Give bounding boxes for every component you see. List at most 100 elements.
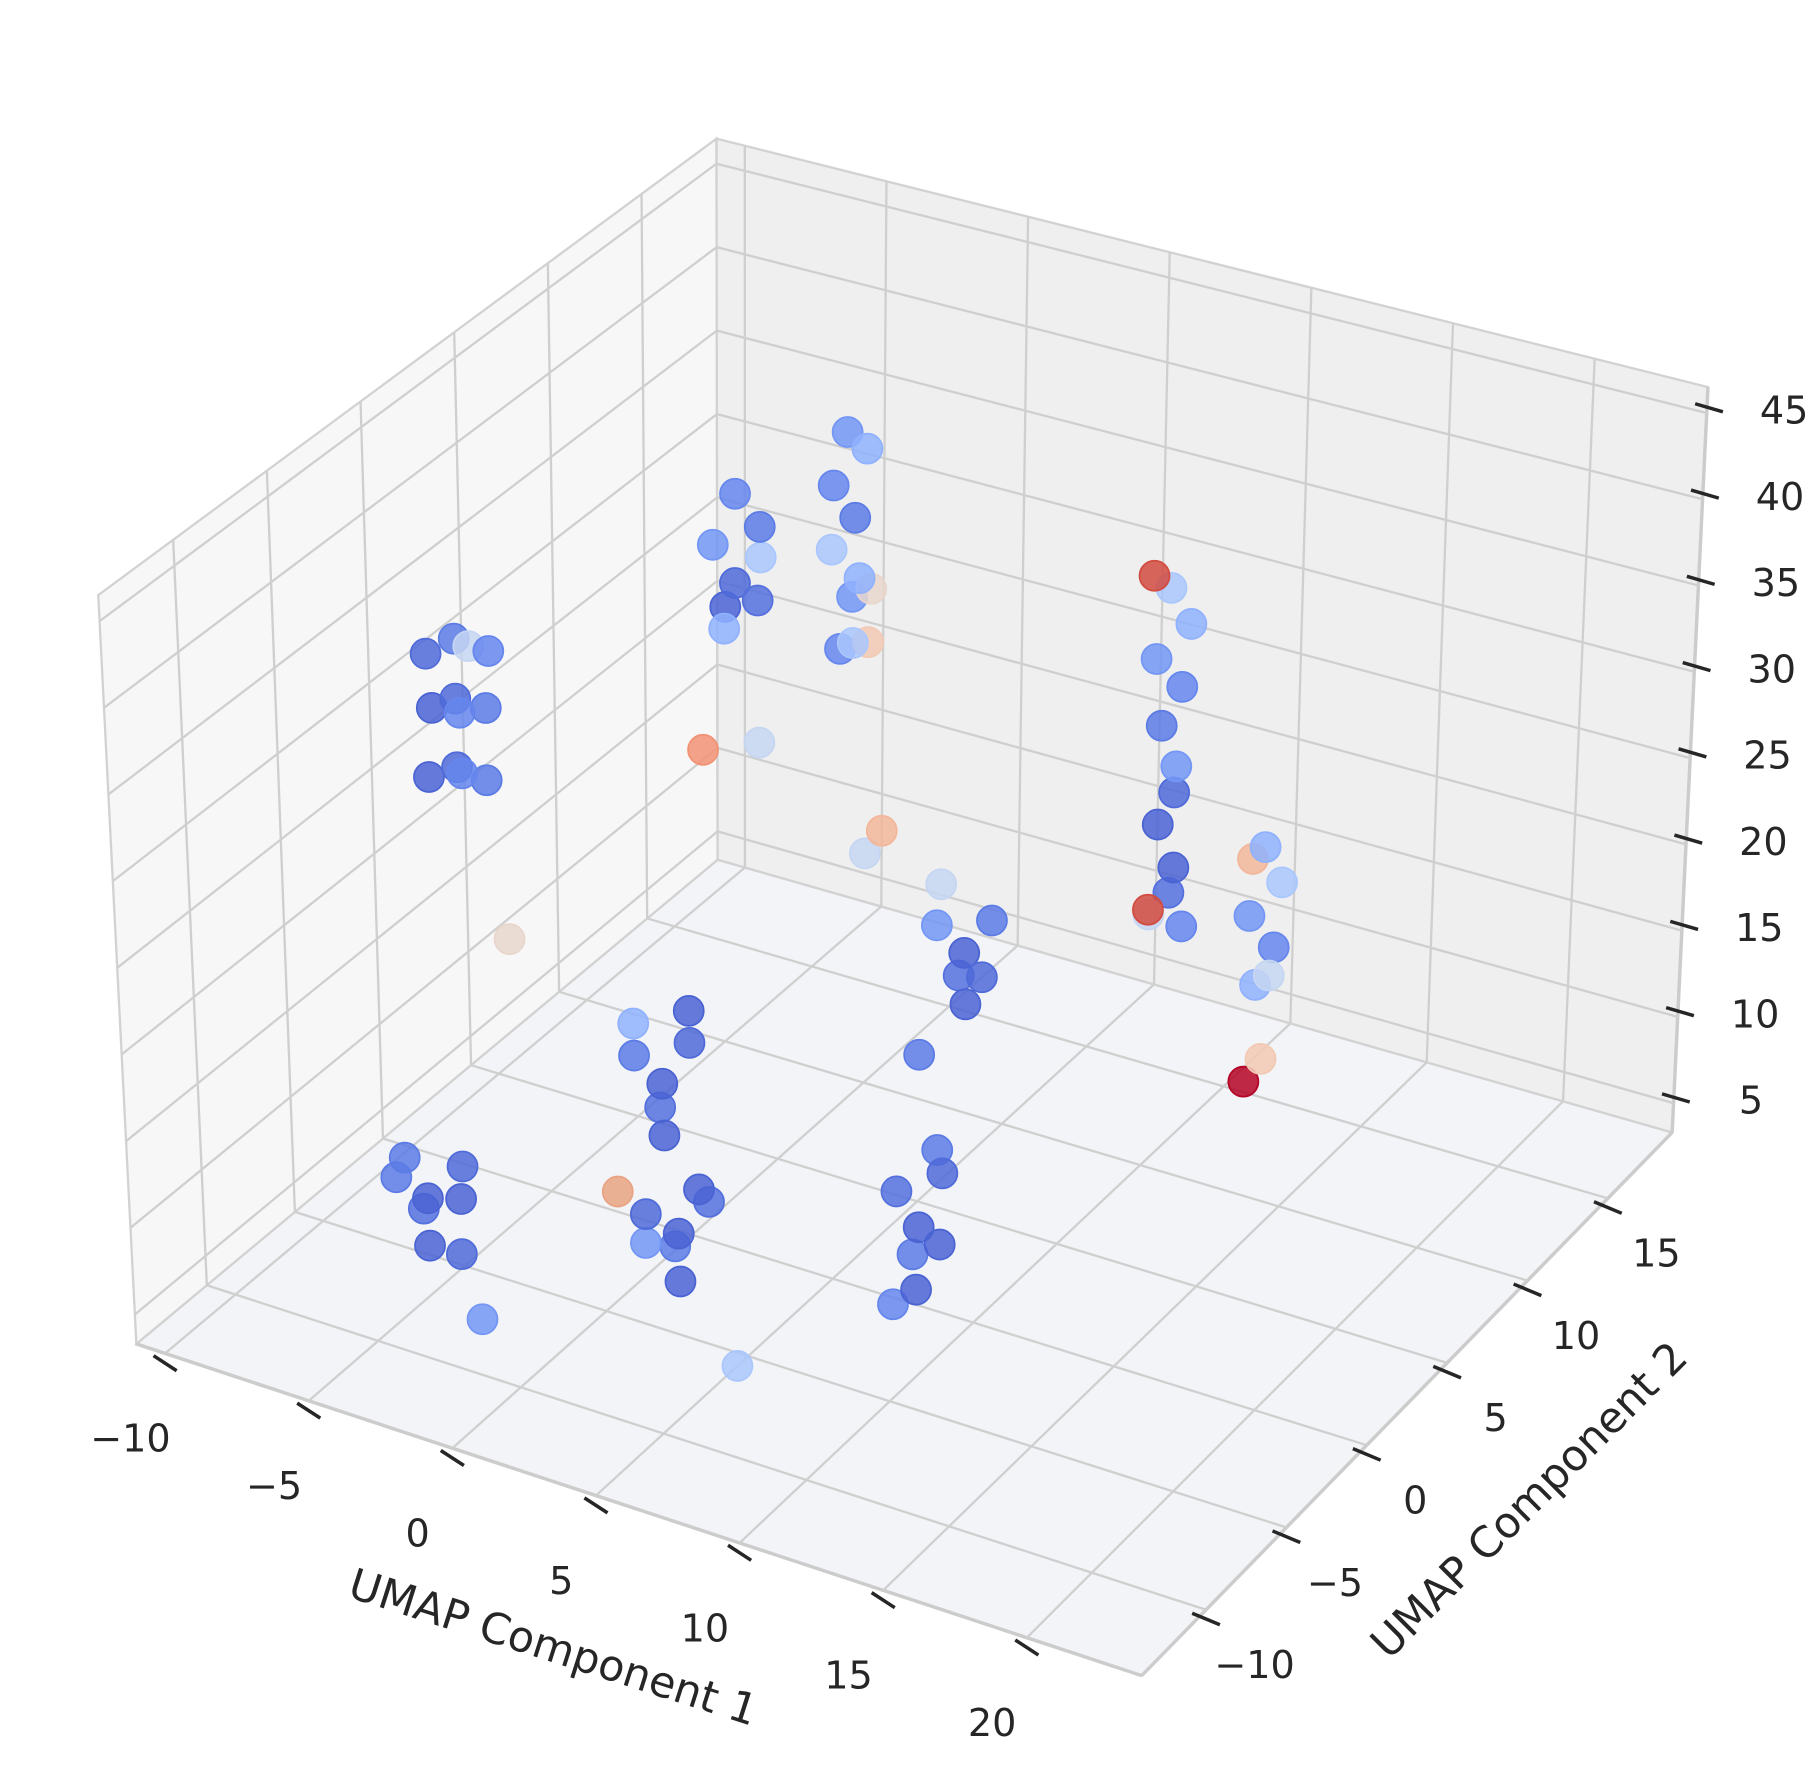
panes (97, 136, 1710, 1678)
point (1244, 1042, 1277, 1075)
tick-mark (1191, 1611, 1221, 1627)
point (646, 1067, 679, 1100)
axis-edge (1670, 387, 1710, 1133)
point (472, 635, 505, 667)
tick-mark (870, 1591, 896, 1610)
tick-label: 20 (968, 1701, 1017, 1745)
grid-line (107, 329, 718, 796)
grid-line (307, 905, 883, 1402)
tick-mark (1686, 574, 1716, 587)
point (896, 1238, 929, 1271)
point (673, 1027, 706, 1059)
point (1249, 831, 1282, 864)
tick-label: −10 (90, 1417, 170, 1461)
points (380, 416, 1298, 1382)
point (388, 1141, 421, 1174)
point (446, 1150, 479, 1183)
grid-line (1561, 358, 1596, 1102)
point (1145, 709, 1178, 742)
point (1175, 608, 1208, 640)
point (696, 528, 729, 561)
point (851, 432, 884, 465)
tick-label: 15 (1735, 906, 1784, 950)
point (618, 1039, 650, 1072)
grid-line (1289, 287, 1313, 1024)
tick-mark (727, 1543, 753, 1562)
point (445, 1238, 478, 1271)
grid-line (546, 263, 561, 992)
tick-mark (1271, 1529, 1301, 1545)
point (926, 1157, 959, 1190)
grid-line (716, 579, 1687, 846)
tick-mark (439, 1449, 465, 1467)
grid-line (717, 663, 1683, 932)
grid-line (1152, 252, 1171, 985)
grid-line (717, 746, 1679, 1018)
tick-mark (1665, 1005, 1695, 1018)
tick-mark (1593, 1200, 1623, 1215)
point (617, 1007, 650, 1040)
tick-label: 10 (681, 1606, 730, 1650)
point (1132, 893, 1164, 926)
point (925, 868, 958, 901)
tick-label: 0 (406, 1512, 430, 1556)
point (413, 761, 445, 793)
point (683, 1173, 715, 1206)
point (900, 1273, 932, 1306)
point (708, 612, 741, 645)
point (443, 696, 476, 729)
point (445, 1183, 477, 1215)
point (743, 510, 776, 543)
grid-line (206, 1284, 1207, 1611)
point (848, 837, 881, 870)
point (948, 937, 981, 969)
grid-line (265, 470, 297, 1212)
grid-line (1016, 216, 1030, 946)
point (469, 692, 502, 724)
point (1227, 1065, 1260, 1098)
tick-label: −10 (1214, 1643, 1294, 1687)
point (493, 923, 526, 956)
point (923, 1228, 956, 1261)
point (1165, 910, 1198, 943)
grid-line (640, 193, 649, 919)
point (672, 994, 705, 1027)
point (1157, 851, 1190, 884)
tick-label: 5 (1739, 1079, 1763, 1123)
tick-mark (583, 1496, 609, 1515)
tick-mark (1669, 919, 1699, 932)
point (741, 584, 774, 617)
tick-label: 20 (1739, 820, 1788, 864)
point (1166, 670, 1199, 703)
point (920, 909, 953, 942)
point (815, 533, 848, 566)
tick-mark (1661, 1092, 1691, 1104)
tick-label: −5 (1307, 1561, 1363, 1605)
tick-mark (296, 1401, 322, 1420)
tick-mark (1352, 1447, 1382, 1462)
point (744, 541, 777, 574)
tick-label: 35 (1752, 561, 1801, 605)
axis-edge (1140, 1131, 1674, 1677)
point (629, 1198, 662, 1231)
point (1140, 643, 1173, 675)
tick-label: 40 (1756, 475, 1805, 519)
point (1257, 931, 1290, 964)
grid-line (716, 329, 1699, 587)
grid-line (470, 1064, 1448, 1364)
point (836, 627, 869, 659)
grid-line (359, 401, 385, 1139)
tick-mark (1682, 660, 1711, 673)
grid-line (716, 246, 1703, 501)
point (719, 477, 751, 510)
grid-line (558, 990, 1528, 1282)
grid-line (1026, 1100, 1564, 1639)
point (601, 1175, 634, 1208)
point (446, 757, 479, 790)
point (880, 1175, 913, 1208)
grid-line (129, 747, 719, 1229)
point (1252, 959, 1285, 992)
grid-line (1425, 323, 1455, 1063)
tick-mark (1678, 747, 1707, 759)
